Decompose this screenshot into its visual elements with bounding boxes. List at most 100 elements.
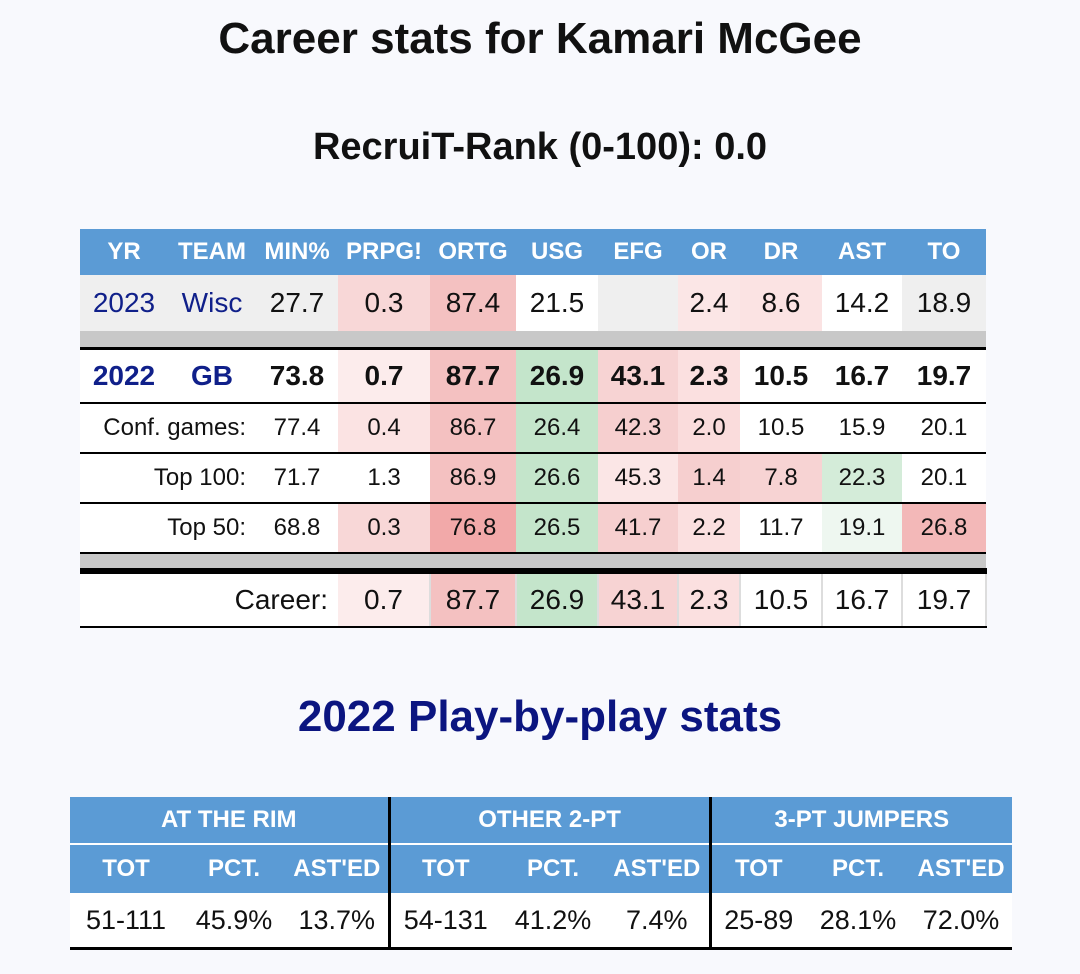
pbp-group-header-row: AT THE RIM OTHER 2-PT 3-PT JUMPERS bbox=[70, 797, 1013, 845]
stat-usg: 26.6 bbox=[516, 453, 598, 504]
group-header-other-2pt: OTHER 2-PT bbox=[387, 797, 711, 845]
sub-header-tot: TOT bbox=[70, 844, 182, 893]
stat-dr: 7.8 bbox=[740, 453, 822, 504]
col-header-ast[interactable]: AST bbox=[822, 229, 902, 275]
stat-ast: 16.7 bbox=[822, 571, 903, 628]
sub-header-asted: AST'ED bbox=[605, 844, 711, 893]
season-year-link[interactable]: 2023 bbox=[80, 275, 168, 331]
stat-to: 20.1 bbox=[902, 403, 986, 454]
split-row-conf: Conf. games: 77.4 0.4 86.7 26.4 42.3 2.0… bbox=[80, 403, 986, 454]
col-header-or[interactable]: OR bbox=[678, 229, 740, 275]
sub-header-pct: PCT. bbox=[806, 844, 911, 893]
other2-pct: 41.2% bbox=[501, 893, 606, 950]
three-pct: 28.1% bbox=[806, 893, 911, 950]
season-year-link[interactable]: 2022 bbox=[80, 348, 168, 404]
group-header-at-rim: AT THE RIM bbox=[70, 797, 390, 845]
col-header-prpg[interactable]: PRPG! bbox=[338, 229, 430, 275]
split-label: Top 50: bbox=[80, 503, 256, 554]
stat-or: 2.3 bbox=[678, 571, 741, 628]
stat-ortg: 86.9 bbox=[430, 453, 516, 504]
stat-or: 2.2 bbox=[678, 503, 740, 554]
stat-ortg: 87.7 bbox=[430, 571, 517, 628]
stat-efg: 42.3 bbox=[598, 403, 678, 454]
row-separator bbox=[80, 553, 986, 574]
col-header-to[interactable]: TO bbox=[902, 229, 986, 275]
pbp-sub-header-row: TOT PCT. AST'ED TOT PCT. AST'ED TOT PCT.… bbox=[70, 844, 1013, 893]
stat-ortg: 87.7 bbox=[430, 348, 516, 404]
stat-prpg: 0.3 bbox=[338, 503, 430, 554]
team-link[interactable]: Wisc bbox=[168, 275, 256, 331]
rim-tot: 51-111 bbox=[70, 893, 182, 950]
season-row-2022: 2022 GB 73.8 0.7 87.7 26.9 43.1 2.3 10.5… bbox=[80, 348, 986, 404]
other2-asted: 7.4% bbox=[605, 893, 711, 950]
col-header-efg[interactable]: EFG bbox=[598, 229, 678, 275]
career-totals-row: Career: 0.7 87.7 26.9 43.1 2.3 10.5 16.7… bbox=[80, 571, 987, 628]
stat-min: 27.7 bbox=[256, 275, 338, 331]
stat-efg: 45.3 bbox=[598, 453, 678, 504]
career-label: Career: bbox=[80, 571, 338, 628]
stat-usg: 21.5 bbox=[516, 275, 598, 331]
stat-or: 2.3 bbox=[678, 348, 740, 404]
stat-to: 20.1 bbox=[902, 453, 986, 504]
three-asted: 72.0% bbox=[910, 893, 1013, 950]
split-label: Conf. games: bbox=[80, 403, 256, 454]
col-header-min[interactable]: MIN% bbox=[256, 229, 338, 275]
stat-or: 1.4 bbox=[678, 453, 740, 504]
stat-to: 19.7 bbox=[902, 348, 986, 404]
sub-header-pct: PCT. bbox=[182, 844, 286, 893]
sub-header-tot: TOT bbox=[708, 844, 807, 893]
stat-prpg: 0.4 bbox=[338, 403, 430, 454]
other2-tot: 54-131 bbox=[387, 893, 502, 950]
stat-to: 26.8 bbox=[902, 503, 986, 554]
stat-or: 2.0 bbox=[678, 403, 740, 454]
stat-min: 68.8 bbox=[256, 503, 338, 554]
stat-to: 18.9 bbox=[902, 275, 986, 331]
career-header-row: YR TEAM MIN% PRPG! ORTG USG EFG OR DR AS… bbox=[80, 229, 986, 275]
stat-usg: 26.5 bbox=[516, 503, 598, 554]
row-separator bbox=[80, 331, 986, 350]
stat-dr: 10.5 bbox=[740, 348, 822, 404]
team-link[interactable]: GB bbox=[168, 348, 256, 404]
stat-prpg: 0.3 bbox=[338, 275, 430, 331]
stat-min: 77.4 bbox=[256, 403, 338, 454]
group-header-3pt: 3-PT JUMPERS bbox=[708, 797, 1013, 845]
three-tot: 25-89 bbox=[708, 893, 807, 950]
split-row-top100: Top 100: 71.7 1.3 86.9 26.6 45.3 1.4 7.8… bbox=[80, 453, 986, 504]
stat-dr: 11.7 bbox=[740, 503, 822, 554]
pbp-values-row: 51-111 45.9% 13.7% 54-131 41.2% 7.4% 25-… bbox=[70, 893, 1013, 950]
col-header-dr[interactable]: DR bbox=[740, 229, 822, 275]
career-stats-table: YR TEAM MIN% PRPG! ORTG USG EFG OR DR AS… bbox=[80, 229, 987, 628]
stat-ast: 16.7 bbox=[822, 348, 902, 404]
stat-efg: 41.7 bbox=[598, 503, 678, 554]
sub-header-asted: AST'ED bbox=[910, 844, 1013, 893]
recruit-rank: RecruiT-Rank (0-100): 0.0 bbox=[312, 126, 768, 168]
col-header-yr[interactable]: YR bbox=[80, 229, 168, 275]
stat-prpg: 1.3 bbox=[338, 453, 430, 504]
stat-efg bbox=[598, 275, 678, 331]
stat-ast: 15.9 bbox=[822, 403, 902, 454]
split-label: Top 100: bbox=[80, 453, 256, 504]
stat-or: 2.4 bbox=[678, 275, 740, 331]
stat-efg: 43.1 bbox=[598, 348, 678, 404]
col-header-usg[interactable]: USG bbox=[516, 229, 598, 275]
col-header-ortg[interactable]: ORTG bbox=[430, 229, 516, 275]
stat-dr: 10.5 bbox=[740, 403, 822, 454]
pbp-stats-table: AT THE RIM OTHER 2-PT 3-PT JUMPERS TOT P… bbox=[70, 797, 1013, 950]
stat-usg: 26.9 bbox=[516, 571, 599, 628]
stat-ast: 14.2 bbox=[822, 275, 902, 331]
split-row-top50: Top 50: 68.8 0.3 76.8 26.5 41.7 2.2 11.7… bbox=[80, 503, 986, 554]
page-title: Career stats for Kamari McGee bbox=[218, 14, 862, 63]
sub-header-pct: PCT. bbox=[501, 844, 606, 893]
stat-min: 71.7 bbox=[256, 453, 338, 504]
stat-usg: 26.9 bbox=[516, 348, 598, 404]
season-row-2023: 2023 Wisc 27.7 0.3 87.4 21.5 2.4 8.6 14.… bbox=[80, 275, 986, 331]
sub-header-asted: AST'ED bbox=[286, 844, 390, 893]
stat-min: 73.8 bbox=[256, 348, 338, 404]
stat-to: 19.7 bbox=[902, 571, 987, 628]
stat-prpg: 0.7 bbox=[338, 348, 430, 404]
stat-ortg: 87.4 bbox=[430, 275, 516, 331]
stat-dr: 8.6 bbox=[740, 275, 822, 331]
col-header-team[interactable]: TEAM bbox=[168, 229, 256, 275]
stat-ast: 22.3 bbox=[822, 453, 902, 504]
stat-efg: 43.1 bbox=[598, 571, 679, 628]
